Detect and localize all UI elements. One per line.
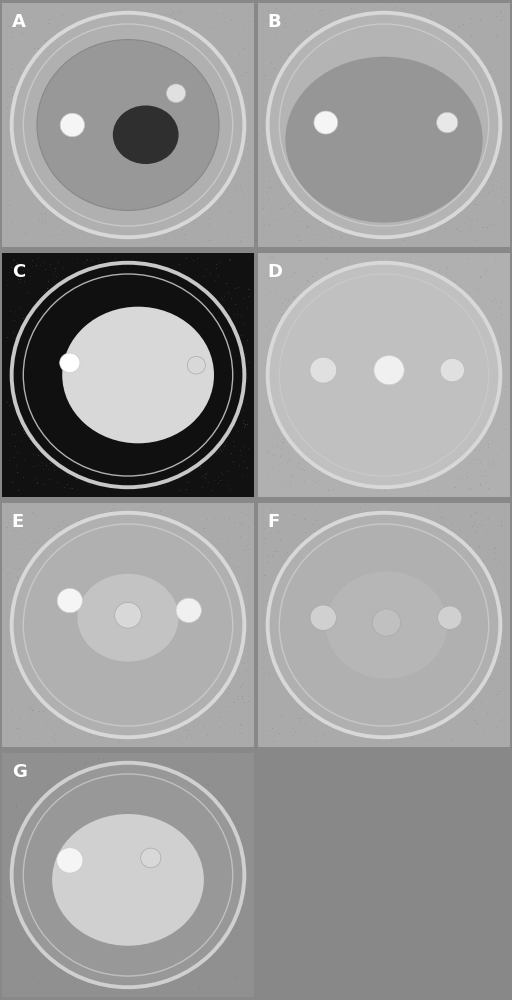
Circle shape (310, 605, 336, 630)
Text: D: D (268, 263, 283, 281)
Circle shape (60, 353, 80, 373)
Circle shape (314, 111, 338, 134)
Ellipse shape (12, 763, 244, 987)
Ellipse shape (12, 513, 244, 737)
Circle shape (176, 598, 201, 623)
Ellipse shape (268, 13, 500, 237)
Text: B: B (268, 13, 281, 31)
Text: G: G (12, 763, 27, 781)
Text: A: A (12, 13, 26, 31)
Circle shape (115, 602, 141, 628)
Circle shape (57, 848, 83, 873)
Text: F: F (268, 513, 280, 531)
Circle shape (310, 357, 337, 383)
Circle shape (60, 113, 84, 137)
Ellipse shape (52, 814, 204, 946)
Ellipse shape (12, 263, 244, 487)
Ellipse shape (62, 307, 214, 443)
Ellipse shape (113, 105, 179, 164)
Circle shape (440, 358, 464, 382)
Circle shape (372, 609, 401, 636)
Ellipse shape (326, 571, 447, 679)
Circle shape (57, 588, 82, 613)
Ellipse shape (285, 57, 483, 223)
Circle shape (437, 112, 458, 133)
Text: E: E (12, 513, 24, 531)
Text: C: C (12, 263, 25, 281)
Ellipse shape (268, 263, 500, 487)
Circle shape (438, 606, 462, 629)
Circle shape (374, 355, 404, 385)
Ellipse shape (268, 513, 500, 737)
Circle shape (166, 84, 186, 103)
Ellipse shape (12, 13, 244, 237)
Ellipse shape (37, 40, 219, 210)
Circle shape (187, 356, 205, 374)
Circle shape (141, 848, 161, 868)
Ellipse shape (77, 574, 179, 662)
